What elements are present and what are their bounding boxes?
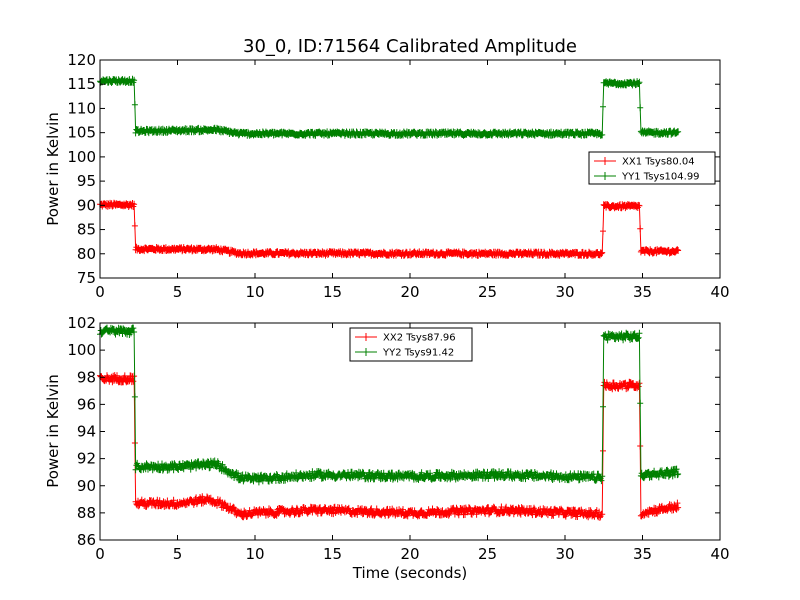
y-tick-label: 85 [77,221,96,239]
legend-marker [602,172,608,180]
y-tick-label: 115 [67,75,96,93]
y-axis-label: Power in Kelvin [44,112,62,226]
y-tick-label: 100 [67,341,96,359]
y-tick-label: 110 [67,99,96,117]
y-tick-label: 75 [77,269,96,287]
legend-marker [363,333,369,341]
legend-entry: YY2 Tsys91.42 [355,348,454,359]
x-tick-label: 15 [323,283,342,301]
legend: XX2 Tsys87.96 YY2 Tsys91.42 [349,327,473,362]
subplot-top: 0 5 10 15 20 25 30 35 40 75 80 85 90 95 100 105 110 115 12… [44,51,730,301]
x-tick-label: 25 [478,283,497,301]
x-tick-label: 0 [95,283,105,301]
y-tick-label: 90 [77,196,96,214]
series-yy2 [97,324,682,486]
y-tick-label: 92 [77,450,96,468]
legend-entry: XX2 Tsys87.96 [355,333,456,344]
legend-frame [349,327,473,362]
y-axis-label: Power in Kelvin [44,374,62,488]
x-tick-label: 10 [245,545,264,563]
x-tick-label: 5 [173,545,183,563]
y-tick-label: 95 [77,172,96,190]
y-tick-label: 102 [67,314,96,332]
legend-label: YY1 Tsys104.99 [621,172,700,183]
x-tick-label: 5 [173,283,183,301]
y-tick-label: 105 [67,124,96,142]
x-tick-label: 0 [95,545,105,563]
series-yy1 [97,75,682,139]
legend: XX1 Tsys80.04 YY1 Tsys104.99 [588,151,716,185]
chart-title: 30_0, ID:71564 Calibrated Amplitude [243,36,577,57]
legend-entry: YY1 Tsys104.99 [594,172,700,183]
y-tick-label: 120 [67,51,96,69]
x-tick-label: 30 [555,545,574,563]
x-tick-label: 25 [478,545,497,563]
subplot-bottom: 0 5 10 15 20 25 30 35 40 86 88 90 92 94 96 98 100 102 Pow… [44,314,730,582]
x-tick-label: 35 [633,283,652,301]
x-tick-label: 40 [710,545,729,563]
x-tick-label: 40 [710,283,729,301]
legend-marker [363,348,369,356]
legend-label: YY2 Tsys91.42 [382,348,454,359]
legend-entry: XX1 Tsys80.04 [594,157,695,168]
y-tick-label: 86 [77,531,96,549]
x-tick-label: 20 [400,283,419,301]
y-tick-label: 90 [77,477,96,495]
y-tick-label: 94 [77,423,96,441]
y-tick-label: 98 [77,368,96,386]
x-tick-label: 15 [323,545,342,563]
x-axis-label: Time (seconds) [352,564,468,582]
y-tick-label: 100 [67,148,96,166]
x-tick-label: 10 [245,283,264,301]
x-tick-label: 30 [555,283,574,301]
legend-label: XX2 Tsys87.96 [383,333,456,344]
legend-frame [588,151,716,185]
legend-label: XX1 Tsys80.04 [622,157,695,168]
legend-marker [602,157,608,165]
x-tick-label: 20 [400,545,419,563]
x-tick-label: 35 [633,545,652,563]
y-tick-label: 88 [77,504,96,522]
y-tick-label: 80 [77,245,96,263]
y-tick-label: 96 [77,395,96,413]
